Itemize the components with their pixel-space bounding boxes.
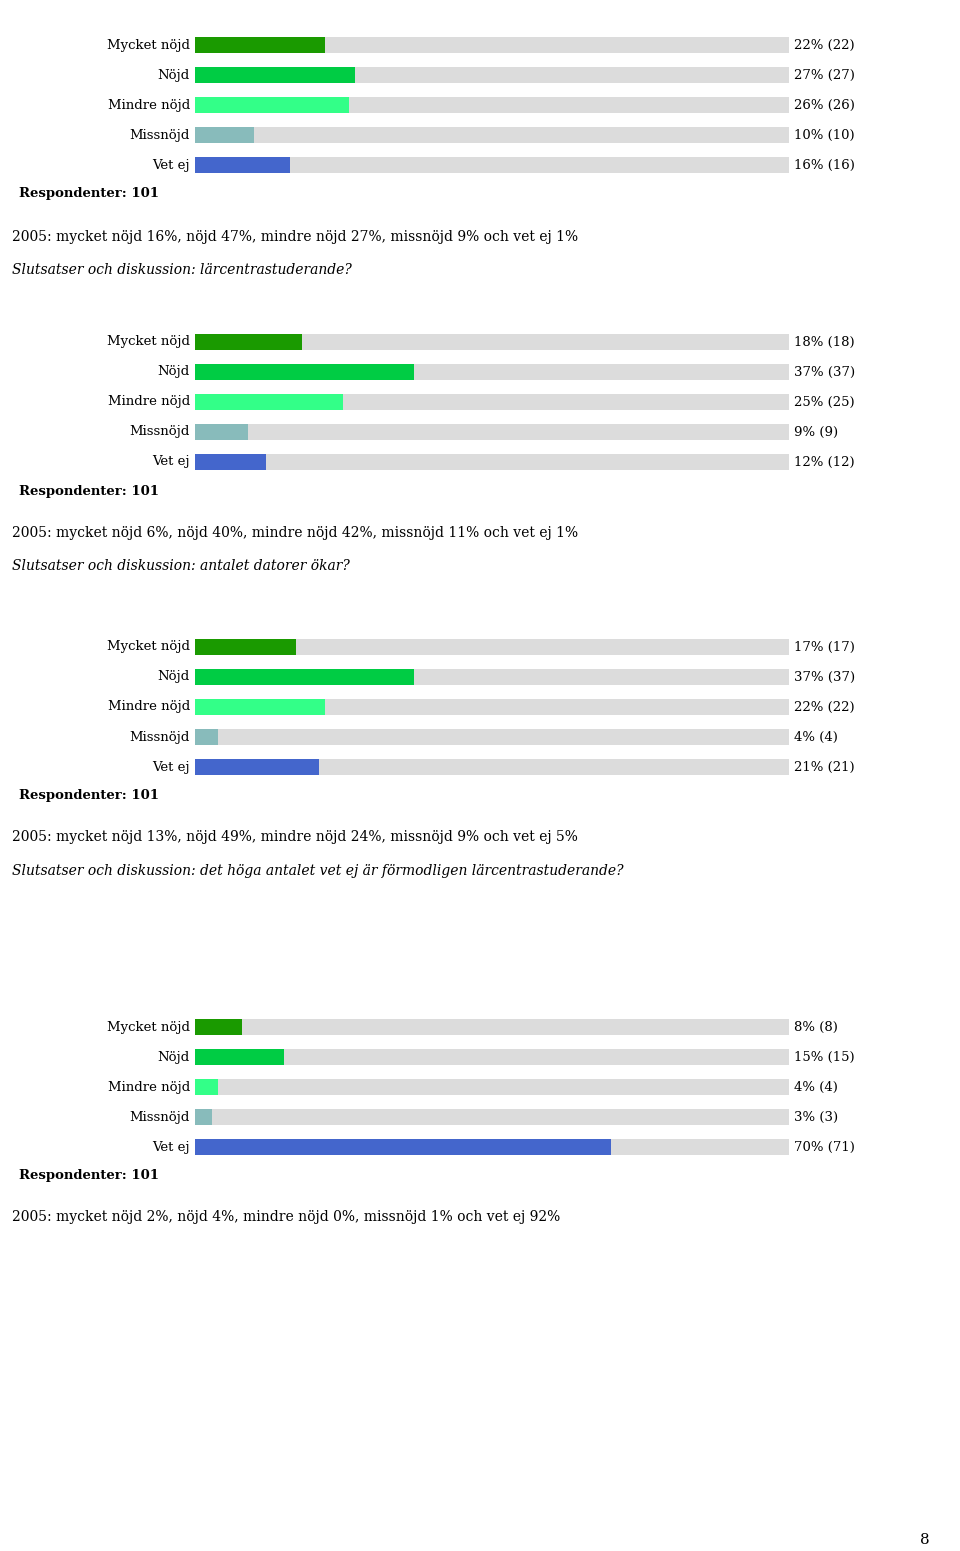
- Text: 2005: mycket nöjd 2%, nöjd 4%, mindre nöjd 0%, missnöjd 1% och vet ej 92%: 2005: mycket nöjd 2%, nöjd 4%, mindre nö…: [12, 1210, 561, 1224]
- Bar: [195, 157, 290, 172]
- Bar: [195, 729, 218, 744]
- Text: Tillgången till grupparbetsplatser: Tillgången till grupparbetsplatser: [19, 11, 300, 26]
- Bar: [195, 1109, 212, 1124]
- Text: 22% (22): 22% (22): [794, 701, 854, 713]
- Text: Mycket nöjd: Mycket nöjd: [107, 39, 190, 51]
- Bar: [195, 98, 349, 113]
- Text: Missnöjd: Missnöjd: [130, 129, 190, 141]
- Text: 17% (17): 17% (17): [794, 641, 854, 653]
- Text: 4% (4): 4% (4): [794, 1081, 837, 1093]
- Text: Respondenter: 101: Respondenter: 101: [19, 484, 159, 498]
- Text: 8: 8: [921, 1532, 930, 1546]
- Bar: [195, 98, 789, 113]
- Text: 21% (21): 21% (21): [794, 760, 854, 774]
- Text: Mindre nöjd: Mindre nöjd: [108, 99, 190, 112]
- Text: Vet ej: Vet ej: [153, 760, 190, 774]
- Text: Vet ej: Vet ej: [153, 1140, 190, 1154]
- Text: Vet ej: Vet ej: [153, 456, 190, 468]
- Text: Mindre nöjd: Mindre nöjd: [108, 701, 190, 713]
- Bar: [195, 1109, 789, 1124]
- Bar: [195, 758, 320, 776]
- Bar: [195, 1019, 789, 1035]
- Bar: [195, 37, 789, 53]
- Text: Nöjd: Nöjd: [157, 366, 190, 378]
- Text: 70% (71): 70% (71): [794, 1140, 854, 1154]
- Bar: [195, 454, 266, 470]
- Bar: [195, 67, 789, 82]
- Text: 37% (37): 37% (37): [794, 366, 854, 378]
- Text: Mindre nöjd: Mindre nöjd: [108, 396, 190, 408]
- Text: 2005: mycket nöjd 16%, nöjd 47%, mindre nöjd 27%, missnöjd 9% och vet ej 1%: 2005: mycket nöjd 16%, nöjd 47%, mindre …: [12, 231, 578, 245]
- Text: Nöjd: Nöjd: [157, 1050, 190, 1064]
- Text: 10% (10): 10% (10): [794, 129, 854, 141]
- Text: Nöjd: Nöjd: [157, 68, 190, 82]
- Text: Mycket nöjd: Mycket nöjd: [107, 1021, 190, 1033]
- Bar: [195, 758, 789, 776]
- Text: 22% (22): 22% (22): [794, 39, 854, 51]
- Text: 18% (18): 18% (18): [794, 335, 854, 349]
- Text: Antal datorer: Antal datorer: [19, 309, 130, 323]
- Text: 2005: mycket nöjd 13%, nöjd 49%, mindre nöjd 24%, missnöjd 9% och vet ej 5%: 2005: mycket nöjd 13%, nöjd 49%, mindre …: [12, 830, 578, 844]
- Text: 15% (15): 15% (15): [794, 1050, 854, 1064]
- Text: Vet ej: Vet ej: [153, 158, 190, 172]
- Bar: [195, 394, 789, 409]
- Bar: [195, 157, 789, 172]
- Text: 16% (16): 16% (16): [794, 158, 854, 172]
- Text: Mycket nöjd: Mycket nöjd: [107, 641, 190, 653]
- Bar: [195, 333, 789, 351]
- Text: 27% (27): 27% (27): [794, 68, 854, 82]
- Text: 9% (9): 9% (9): [794, 425, 838, 439]
- Text: 4% (4): 4% (4): [794, 731, 837, 743]
- Bar: [195, 1048, 283, 1066]
- Bar: [195, 1138, 789, 1155]
- Bar: [195, 425, 789, 440]
- Bar: [195, 1019, 242, 1035]
- Text: Missnöjd: Missnöjd: [130, 1111, 190, 1123]
- Bar: [195, 729, 789, 744]
- Bar: [195, 1079, 218, 1095]
- Text: Kopiera och/eller göra utskrifter: Kopiera och/eller göra utskrifter: [19, 614, 288, 628]
- Bar: [195, 67, 355, 82]
- Bar: [195, 1079, 789, 1095]
- Text: 2005: mycket nöjd 6%, nöjd 40%, mindre nöjd 42%, missnöjd 11% och vet ej 1%: 2005: mycket nöjd 6%, nöjd 40%, mindre n…: [12, 526, 578, 540]
- Bar: [195, 1048, 789, 1066]
- Text: Slutsatser och diskussion: det höga antalet vet ej är förmodligen lärcentrastude: Slutsatser och diskussion: det höga anta…: [12, 864, 624, 878]
- Text: 25% (25): 25% (25): [794, 396, 854, 408]
- Text: Missnöjd: Missnöjd: [130, 425, 190, 439]
- Bar: [195, 127, 254, 143]
- Text: Anpassning vid funktionshinder: Anpassning vid funktionshinder: [19, 994, 282, 1008]
- Text: 12% (12): 12% (12): [794, 456, 854, 468]
- Text: Respondenter: 101: Respondenter: 101: [19, 188, 159, 200]
- Text: Nöjd: Nöjd: [157, 670, 190, 684]
- Bar: [195, 668, 415, 686]
- Text: 26% (26): 26% (26): [794, 99, 854, 112]
- Text: 3% (3): 3% (3): [794, 1111, 838, 1123]
- Bar: [195, 425, 248, 440]
- Text: Mycket nöjd: Mycket nöjd: [107, 335, 190, 349]
- Bar: [195, 639, 296, 655]
- Bar: [195, 454, 789, 470]
- Bar: [195, 668, 789, 686]
- Bar: [195, 700, 789, 715]
- Bar: [195, 639, 789, 655]
- Text: Missnöjd: Missnöjd: [130, 731, 190, 743]
- Bar: [195, 394, 343, 409]
- Text: Slutsatser och diskussion: antalet datorer ökar?: Slutsatser och diskussion: antalet dator…: [12, 558, 349, 572]
- Bar: [195, 364, 415, 380]
- Bar: [195, 333, 301, 351]
- Bar: [195, 37, 325, 53]
- Text: Mindre nöjd: Mindre nöjd: [108, 1081, 190, 1093]
- Text: Slutsatser och diskussion: lärcentrastuderande?: Slutsatser och diskussion: lärcentrastud…: [12, 264, 352, 278]
- Text: Respondenter: 101: Respondenter: 101: [19, 789, 159, 802]
- Text: 8% (8): 8% (8): [794, 1021, 837, 1033]
- Bar: [195, 127, 789, 143]
- Bar: [195, 700, 325, 715]
- Bar: [195, 1138, 611, 1155]
- Bar: [195, 364, 789, 380]
- Text: Respondenter: 101: Respondenter: 101: [19, 1169, 159, 1182]
- Text: 37% (37): 37% (37): [794, 670, 854, 684]
